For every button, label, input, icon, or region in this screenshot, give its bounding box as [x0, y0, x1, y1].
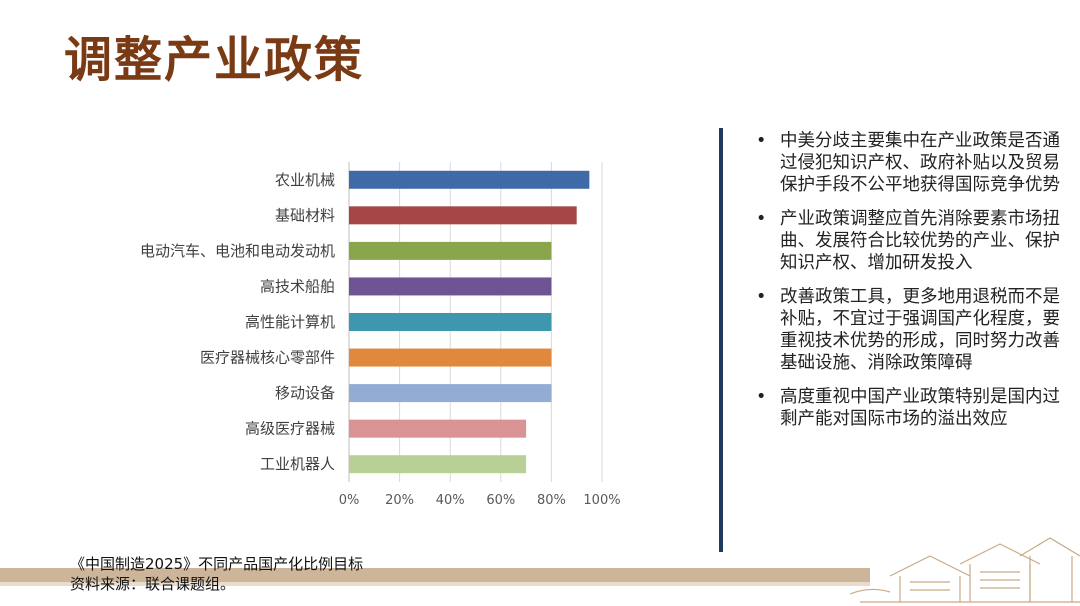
- footer-band-light: [0, 582, 870, 586]
- x-tick-label: 0%: [339, 493, 360, 508]
- footer-band: [0, 568, 870, 582]
- page-title: 调整产业政策: [64, 32, 365, 88]
- bullet-item: • 高度重视中国产业政策特别是国内过剩产能对国际市场的溢出效应: [756, 386, 1066, 430]
- bullet-text: 产业政策调整应首先消除要素市场扭曲、发展符合比较优势的产业、保护知识产权、增加研…: [780, 209, 1060, 273]
- category-label: 基础材料: [275, 206, 335, 224]
- category-label: 医疗器械核心零部件: [200, 349, 335, 367]
- bar: [349, 170, 590, 189]
- bar-chart: 0% 20% 40% 60% 80% 100% 农业机械基础材料电动汽车、电池和电动发动机高…: [140, 162, 621, 508]
- x-tick-label: 60%: [486, 493, 515, 508]
- bar: [349, 419, 527, 438]
- bar: [349, 241, 552, 260]
- category-label: 农业机械: [275, 171, 335, 189]
- chart-caption: 《中国制造2025》不同产品国产化比例目标: [70, 555, 364, 573]
- source-note: 资料来源：联合课题组。: [70, 575, 236, 593]
- category-label: 高级医疗器械: [245, 420, 335, 438]
- bar: [349, 455, 527, 474]
- bullet-dot: •: [756, 131, 767, 151]
- x-tick-label: 100%: [583, 493, 620, 508]
- category-label: 移动设备: [275, 384, 335, 402]
- category-label: 高技术船舶: [260, 277, 335, 295]
- bullet-item: • 中美分歧主要集中在产业政策是否通过侵犯知识产权、政府补贴以及贸易保护手段不公平…: [756, 130, 1066, 196]
- bullet-text: 改善政策工具，更多地用退税而不是补贴，不宜过于强调国产化程度，要重视技术优势的形…: [780, 287, 1060, 373]
- bullet-text: 高度重视中国产业政策特别是国内过剩产能对国际市场的溢出效应: [780, 387, 1060, 429]
- bar: [349, 206, 577, 225]
- x-tick-label: 20%: [385, 493, 414, 508]
- category-label: 高性能计算机: [245, 313, 335, 331]
- category-label: 工业机器人: [260, 455, 335, 473]
- bullet-item: • 产业政策调整应首先消除要素市场扭曲、发展符合比较优势的产业、保护知识产权、增加…: [756, 208, 1066, 274]
- x-tick-label: 40%: [436, 493, 465, 508]
- bullet-dot: •: [756, 287, 767, 307]
- bar: [349, 348, 552, 367]
- bullet-text: 中美分歧主要集中在产业政策是否通过侵犯知识产权、政府补贴以及贸易保护手段不公平地…: [780, 131, 1060, 195]
- bullet-item: • 改善政策工具，更多地用退税而不是补贴，不宜过于强调国产化程度，要重视技术优势的…: [756, 286, 1066, 374]
- bullet-dot: •: [756, 209, 767, 229]
- bar: [349, 277, 552, 296]
- category-label: 电动汽车、电池和电动发动机: [140, 242, 335, 260]
- bullet-list: • 中美分歧主要集中在产业政策是否通过侵犯知识产权、政府补贴以及贸易保护手段不公平…: [756, 130, 1066, 442]
- bar: [349, 313, 552, 331]
- vertical-divider: [719, 128, 723, 552]
- bar: [349, 384, 552, 403]
- temple-illustration: [850, 537, 1080, 603]
- bullet-dot: •: [756, 387, 767, 407]
- x-tick-label: 80%: [537, 493, 566, 508]
- chart-source: 《中国制造2025》不同产品国产化比例目标 资料来源：联合课题组。: [70, 554, 363, 594]
